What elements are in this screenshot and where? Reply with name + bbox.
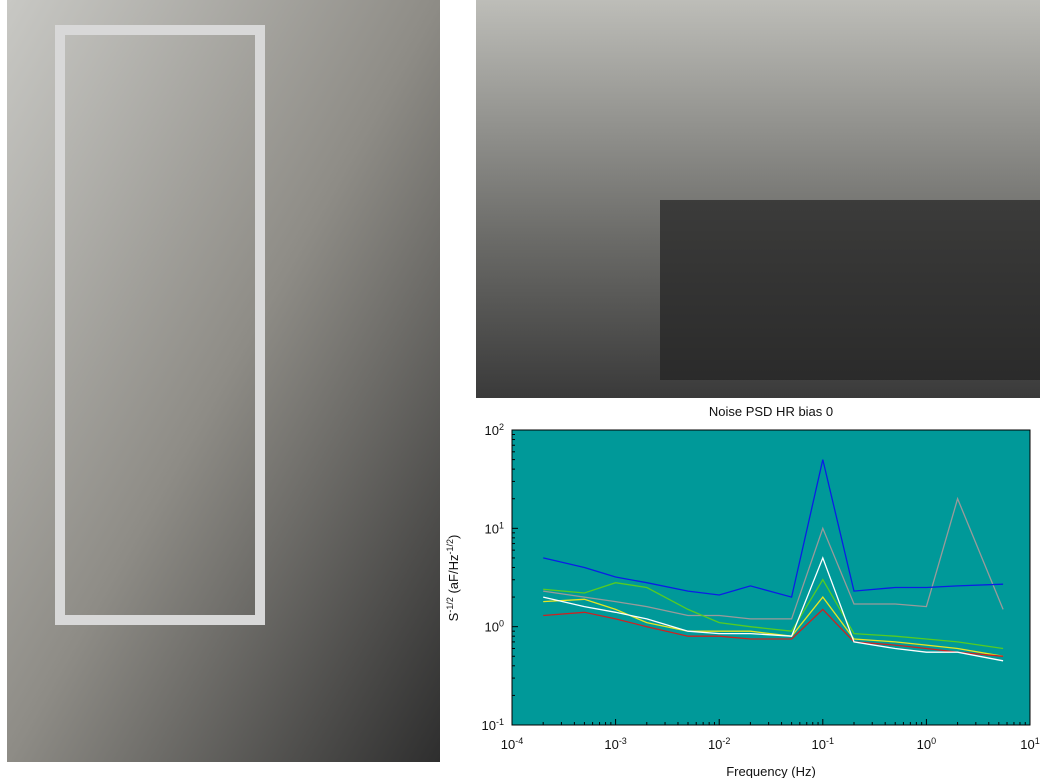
tick-exponent: 2	[499, 422, 504, 432]
label-part: S	[446, 612, 461, 621]
lab-photo-left	[7, 0, 440, 762]
tick-base: 10	[604, 737, 618, 752]
x-axis-label: Frequency (Hz)	[726, 764, 816, 778]
tick-base: 10	[917, 737, 931, 752]
series-line	[543, 459, 1004, 598]
chart-title: Noise PSD HR bias 0	[709, 404, 833, 419]
tick-label: 100	[917, 736, 936, 752]
tick-exponent: 1	[1035, 736, 1040, 746]
tick-exponent: 0	[931, 736, 936, 746]
label-part: (aF/Hz	[446, 555, 461, 598]
tick-exponent: 1	[499, 520, 504, 530]
tick-exponent: -1	[496, 717, 504, 727]
tick-base: 10	[812, 737, 826, 752]
tick-base: 10	[485, 620, 499, 635]
series-line	[543, 608, 1004, 657]
tick-base: 10	[485, 423, 499, 438]
tick-base: 10	[708, 737, 722, 752]
tick-label: 10-4	[501, 736, 523, 752]
series-line	[543, 596, 1004, 657]
tick-label: 10-2	[708, 736, 730, 752]
series-line	[543, 578, 1004, 650]
tick-label: 101	[485, 520, 504, 536]
series-line	[543, 496, 1004, 620]
tick-label: 10-3	[604, 736, 626, 752]
tick-label: 102	[485, 422, 504, 438]
tick-exponent: 0	[499, 619, 504, 629]
tick-label: 100	[485, 619, 504, 635]
tick-exponent: -4	[515, 736, 523, 746]
label-superscript: -1/2	[445, 597, 455, 613]
label-superscript: -1/2	[445, 539, 455, 555]
label-part: )	[446, 535, 461, 539]
plot-area	[511, 429, 1031, 726]
series-line	[543, 556, 1004, 662]
tick-base: 10	[501, 737, 515, 752]
tick-label: 101	[1020, 736, 1039, 752]
tick-base: 10	[1020, 737, 1034, 752]
tick-label: 10-1	[482, 717, 504, 733]
tick-exponent: -2	[722, 736, 730, 746]
tick-label: 10-1	[812, 736, 834, 752]
tick-exponent: -3	[619, 736, 627, 746]
frame-drawing	[55, 25, 265, 625]
tick-base: 10	[482, 718, 496, 733]
tick-exponent: -1	[826, 736, 834, 746]
y-axis-label: S-1/2 (aF/Hz-1/2)	[445, 535, 461, 622]
tick-base: 10	[485, 521, 499, 536]
optical-bench	[660, 200, 1040, 380]
